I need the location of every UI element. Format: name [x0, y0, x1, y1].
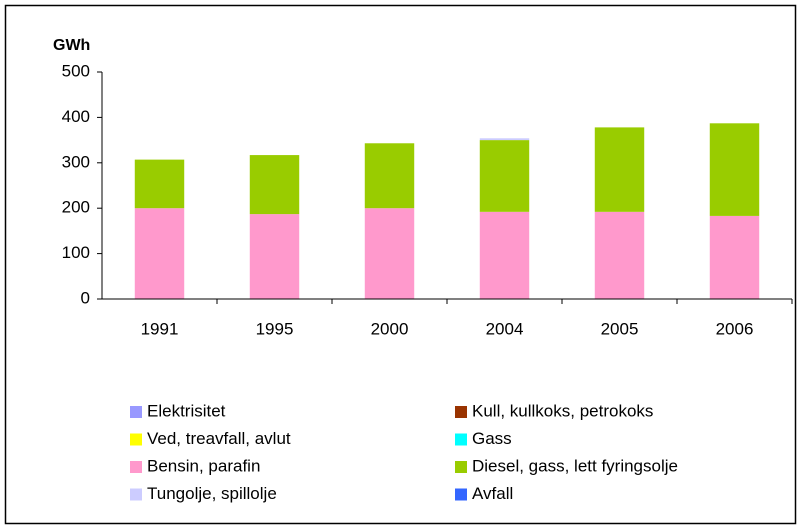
legend-label: Avfall — [472, 484, 513, 503]
legend-label: Tungolje, spillolje — [147, 484, 277, 503]
y-tick-label: 500 — [62, 61, 90, 80]
bar-segment — [134, 159, 185, 209]
legend-label: Kull, kullkoks, petrokoks — [472, 401, 653, 420]
legend-label: Bensin, parafin — [147, 456, 260, 475]
legend-swatch — [130, 433, 142, 446]
legend-label: Elektrisitet — [147, 401, 226, 420]
bar-segment — [479, 140, 530, 212]
y-tick-label: 300 — [62, 152, 90, 171]
bar-segment — [594, 127, 645, 212]
legend-swatch — [130, 488, 142, 501]
legend-label: Diesel, gass, lett fyringsolje — [472, 456, 678, 475]
y-tick-label: 100 — [62, 243, 90, 262]
x-tick-label: 1991 — [141, 319, 179, 338]
bar-segment — [249, 155, 300, 215]
legend-swatch — [455, 433, 467, 446]
legend-label: Gass — [472, 429, 512, 448]
bar-segment — [479, 211, 530, 299]
bar-segment — [364, 208, 415, 299]
legend-label: Ved, treavfall, avlut — [147, 429, 291, 448]
x-tick-label: 2006 — [716, 319, 754, 338]
bar-segment — [479, 138, 530, 141]
y-axis-label: GWh — [53, 37, 90, 54]
bar-segment — [709, 215, 760, 299]
legend-swatch — [455, 406, 467, 418]
x-tick-label: 2004 — [486, 319, 524, 338]
legend-swatch — [455, 461, 467, 473]
y-tick-label: 200 — [62, 198, 90, 217]
legend-swatch — [455, 488, 467, 501]
x-tick-label: 2000 — [371, 319, 409, 338]
y-tick-label: 0 — [81, 288, 90, 307]
x-tick-label: 1995 — [256, 319, 294, 338]
legend-swatch — [130, 406, 142, 418]
legend-swatch — [130, 461, 142, 473]
x-tick-label: 2005 — [601, 319, 639, 338]
bar-segment — [364, 143, 415, 209]
bar-segment — [709, 123, 760, 216]
bar-segment — [134, 208, 185, 299]
y-tick-label: 400 — [62, 107, 90, 126]
bar-segment — [594, 211, 645, 299]
bar-segment — [249, 214, 300, 299]
